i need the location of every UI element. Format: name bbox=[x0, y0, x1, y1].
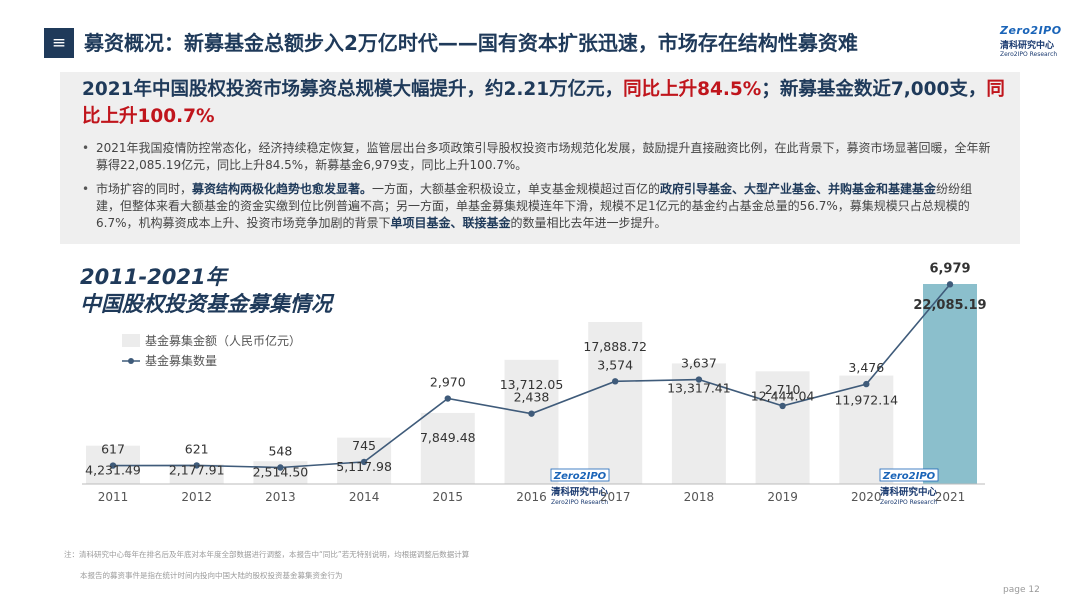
watermark-box-2 bbox=[879, 468, 939, 482]
bullet-2-highlight-b: 政府引导基金、大型产业基金、并购基金和基建基金 bbox=[660, 182, 937, 196]
amount-label-2015: 7,849.48 bbox=[420, 430, 476, 445]
bullet-2-highlight-a: 募资结构两极化趋势也愈发显著。 bbox=[192, 182, 373, 196]
amount-label-2020: 11,972.14 bbox=[834, 393, 898, 408]
bullet-2-text-a: 市场扩容的同时， bbox=[96, 182, 193, 196]
count-point-2019 bbox=[779, 402, 786, 410]
legend-line-label: 基金募集数量 bbox=[145, 353, 217, 368]
count-point-2013 bbox=[277, 464, 284, 471]
count-label-2020: 3,476 bbox=[848, 360, 884, 375]
legend-line-marker bbox=[128, 358, 134, 364]
bar-2017 bbox=[588, 322, 643, 484]
bar-2019 bbox=[755, 371, 810, 484]
legend-bar-label: 基金募集金额（人民币亿元） bbox=[145, 333, 301, 348]
headline-red2: 同比上升100.7% bbox=[82, 79, 1005, 127]
count-label-2015: 2,970 bbox=[430, 375, 466, 390]
watermark-subtitle-1: Zero2IPO Research bbox=[551, 499, 608, 506]
footnote-2: 本报告的募资事件是指在统计时间内投向中国大陆的股权投资基金募集资金行为 bbox=[80, 571, 343, 580]
bar-2021 bbox=[923, 284, 977, 484]
count-point-2018 bbox=[695, 376, 703, 383]
bullet-2-text-d: 的数量相比去年进一步提升。 bbox=[510, 216, 667, 230]
bar-2015 bbox=[420, 412, 475, 484]
amount-label-2012: 2,177.91 bbox=[169, 462, 225, 477]
x-tick-2018: 2018 bbox=[684, 490, 715, 504]
bullet-2-highlight-c: 单项目基金、联接基金 bbox=[390, 216, 511, 230]
header: ≡ 募资概况：新募基金总额步入2万亿时代——国有资本扩张迅速，市场存在结构性募资… bbox=[0, 0, 1080, 72]
x-tick-2016: 2016 bbox=[516, 490, 547, 504]
amount-label-2018: 13,317.41 bbox=[667, 380, 731, 395]
page-title: 募资概况：新募基金总额步入2万亿时代——国有资本扩张迅速，市场存在结构性募资难 bbox=[84, 31, 858, 55]
x-tick-2011: 2011 bbox=[98, 490, 129, 504]
amount-label-2014: 5,117.98 bbox=[336, 459, 392, 474]
count-point-2011 bbox=[109, 462, 117, 469]
count-label-2012: 621 bbox=[185, 441, 209, 456]
x-tick-2020: 2020 bbox=[851, 490, 882, 504]
chart-title-line1: 2011-2021年 bbox=[80, 265, 227, 289]
bar-2018 bbox=[671, 363, 726, 484]
count-label-2017: 3,574 bbox=[597, 357, 633, 372]
count-point-2015 bbox=[444, 395, 451, 402]
count-label-2021: 6,979 bbox=[929, 261, 970, 276]
legend-bar-swatch bbox=[122, 334, 140, 347]
amount-label-2019: 12,444.04 bbox=[751, 388, 815, 403]
count-label-2018: 3,637 bbox=[681, 356, 717, 371]
count-label-2019: 2,710 bbox=[765, 382, 801, 397]
count-point-2014 bbox=[360, 458, 368, 466]
bar-2016 bbox=[504, 359, 559, 484]
watermark-chinese-2: 清科研究中心 bbox=[880, 486, 938, 498]
logo-wordmark: Zero2IPO bbox=[1000, 24, 1062, 37]
logo-chinese: 清科研究中心 bbox=[1000, 41, 1055, 51]
x-tick-2013: 2013 bbox=[265, 490, 296, 504]
bar-2012 bbox=[169, 464, 224, 484]
logo-subtitle: Zero2IPO Research bbox=[1000, 51, 1058, 58]
count-point-2020 bbox=[863, 380, 870, 388]
zero2ipo-logo: Zero2IPO 清科研究中心 Zero2IPO Research bbox=[1000, 24, 1062, 60]
footnote-1: 注：清科研究中心每年在排名后及年底对本年度全部数据进行调整，本报告中“同比”若无… bbox=[64, 550, 470, 559]
bullet-2-text-c: 纷纷组建，但整体来看大额基金的资金实缴到位比例普遍不高；另一方面，单基金募集规模… bbox=[96, 182, 973, 230]
amount-label-2011: 4,231.49 bbox=[85, 463, 141, 478]
bullet-item-2: 市场扩容的同时，募资结构两极化趋势也愈发显著。一方面，大额基金积极设立，单支基金… bbox=[82, 181, 992, 232]
count-label-2013: 548 bbox=[268, 444, 292, 459]
x-tick-2014: 2014 bbox=[349, 490, 380, 504]
x-tick-2015: 2015 bbox=[433, 490, 464, 504]
watermark-chinese-1: 清科研究中心 bbox=[551, 486, 609, 498]
chart-title: 2011-2021年 中国股权投资基金募集情况 bbox=[80, 264, 332, 318]
page-number: page 12 bbox=[1003, 585, 1040, 595]
watermark-box-1 bbox=[550, 468, 610, 482]
headline: 2021年中国股权投资市场募资总规模大幅提升，约2.21万亿元，同比上升84.5… bbox=[82, 76, 1012, 130]
watermark-wordmark-1: Zero2IPO bbox=[553, 471, 607, 482]
x-tick-2021: 2021 bbox=[935, 490, 966, 504]
amount-label-2016: 13,712.05 bbox=[500, 377, 564, 392]
amount-label-2013: 2,514.50 bbox=[253, 465, 309, 480]
headline-part2: ；新募基金数近7,000支， bbox=[761, 79, 987, 100]
amount-label-2017: 17,888.72 bbox=[583, 339, 647, 354]
amount-label-2021: 22,085.19 bbox=[913, 298, 986, 313]
bullet-item-1: 2021年我国疫情防控常态化，经济持续稳定恢复，监管层出台多项政策引导股权投资市… bbox=[82, 140, 992, 174]
bullet-1-text: 2021年我国疫情防控常态化，经济持续稳定恢复，监管层出台多项政策引导股权投资市… bbox=[96, 141, 991, 172]
x-tick-2012: 2012 bbox=[181, 490, 212, 504]
bar-2020 bbox=[839, 375, 894, 484]
menu-icon[interactable]: ≡ bbox=[44, 28, 74, 58]
chart-title-line2: 中国股权投资基金募集情况 bbox=[80, 292, 332, 316]
bullet-list: 2021年我国疫情防控常态化，经济持续稳定恢复，监管层出台多项政策引导股权投资市… bbox=[82, 140, 992, 239]
count-point-2016 bbox=[528, 410, 535, 417]
count-point-2021 bbox=[946, 281, 954, 288]
watermark-wordmark-2: Zero2IPO bbox=[882, 471, 936, 482]
bullet-2-text-b: 一方面，大额基金积极设立，单支基金规模超过百亿的 bbox=[372, 182, 661, 196]
watermark-subtitle-2: Zero2IPO Research bbox=[880, 499, 937, 506]
x-tick-2019: 2019 bbox=[767, 490, 798, 504]
headline-red1: 同比上升84.5% bbox=[623, 79, 762, 100]
count-label-2014: 745 bbox=[352, 438, 376, 453]
count-point-2012 bbox=[193, 462, 200, 469]
count-point-2017 bbox=[612, 378, 619, 385]
count-label-2011: 617 bbox=[101, 442, 125, 457]
x-tick-2017: 2017 bbox=[600, 490, 631, 504]
headline-part1: 2021年中国股权投资市场募资总规模大幅提升，约2.21万亿元， bbox=[82, 79, 624, 100]
count-label-2016: 2,438 bbox=[514, 390, 550, 405]
